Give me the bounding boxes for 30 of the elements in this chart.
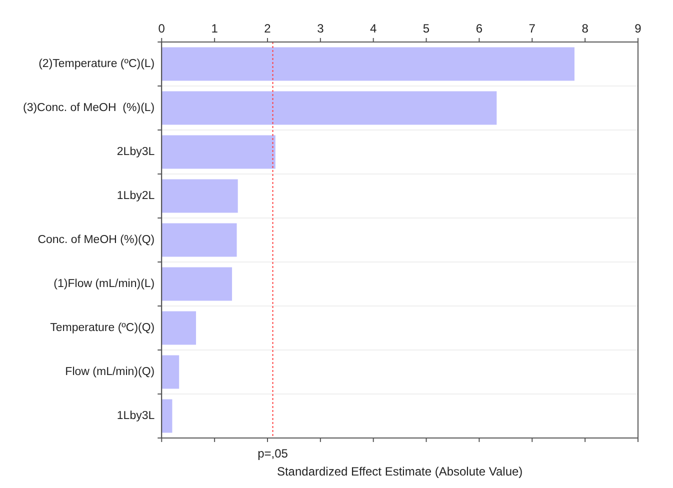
x-tick-label: 5: [422, 21, 430, 36]
x-tick-label: 9: [634, 21, 642, 36]
x-tick-label: 8: [582, 21, 589, 36]
bar: [162, 399, 172, 433]
x-axis-title: Standardized Effect Estimate (Absolute Value): [276, 464, 523, 478]
bar: [162, 47, 574, 81]
x-tick-label: 6: [476, 21, 483, 36]
x-tick-label: 3: [317, 21, 324, 36]
y-tick-label: 1Lby3L: [116, 410, 156, 422]
y-tick-label: 2Lby3L: [116, 146, 156, 158]
y-tick-label: (2)Temperature (ºC)(L): [38, 58, 155, 70]
x-tick-label: 1: [211, 21, 218, 36]
y-tick-label: Temperature (ºC)(Q): [50, 322, 155, 334]
x-tick-label: 4: [370, 21, 378, 36]
bar: [162, 311, 196, 345]
ref-line-label: p=,05: [258, 446, 288, 460]
bar: [162, 267, 232, 301]
bar: [162, 179, 238, 213]
y-tick-label: 1Lby2L: [116, 190, 156, 202]
x-tick-label: 2: [264, 21, 272, 36]
y-tick-label: Conc. of MeOH (%)(Q): [38, 234, 155, 246]
y-tick-label: (1)Flow (mL/min)(L): [54, 278, 155, 290]
bar: [162, 355, 180, 389]
x-tick-label: 7: [528, 21, 536, 36]
bar: [162, 91, 497, 125]
bar: [162, 135, 276, 169]
bar: [162, 223, 237, 257]
y-tick-label: (3)Conc. of MeOH (%)(L): [22, 102, 155, 114]
x-tick-label: 0: [158, 21, 166, 36]
y-tick-label: Flow (mL/min)(Q): [65, 366, 155, 378]
